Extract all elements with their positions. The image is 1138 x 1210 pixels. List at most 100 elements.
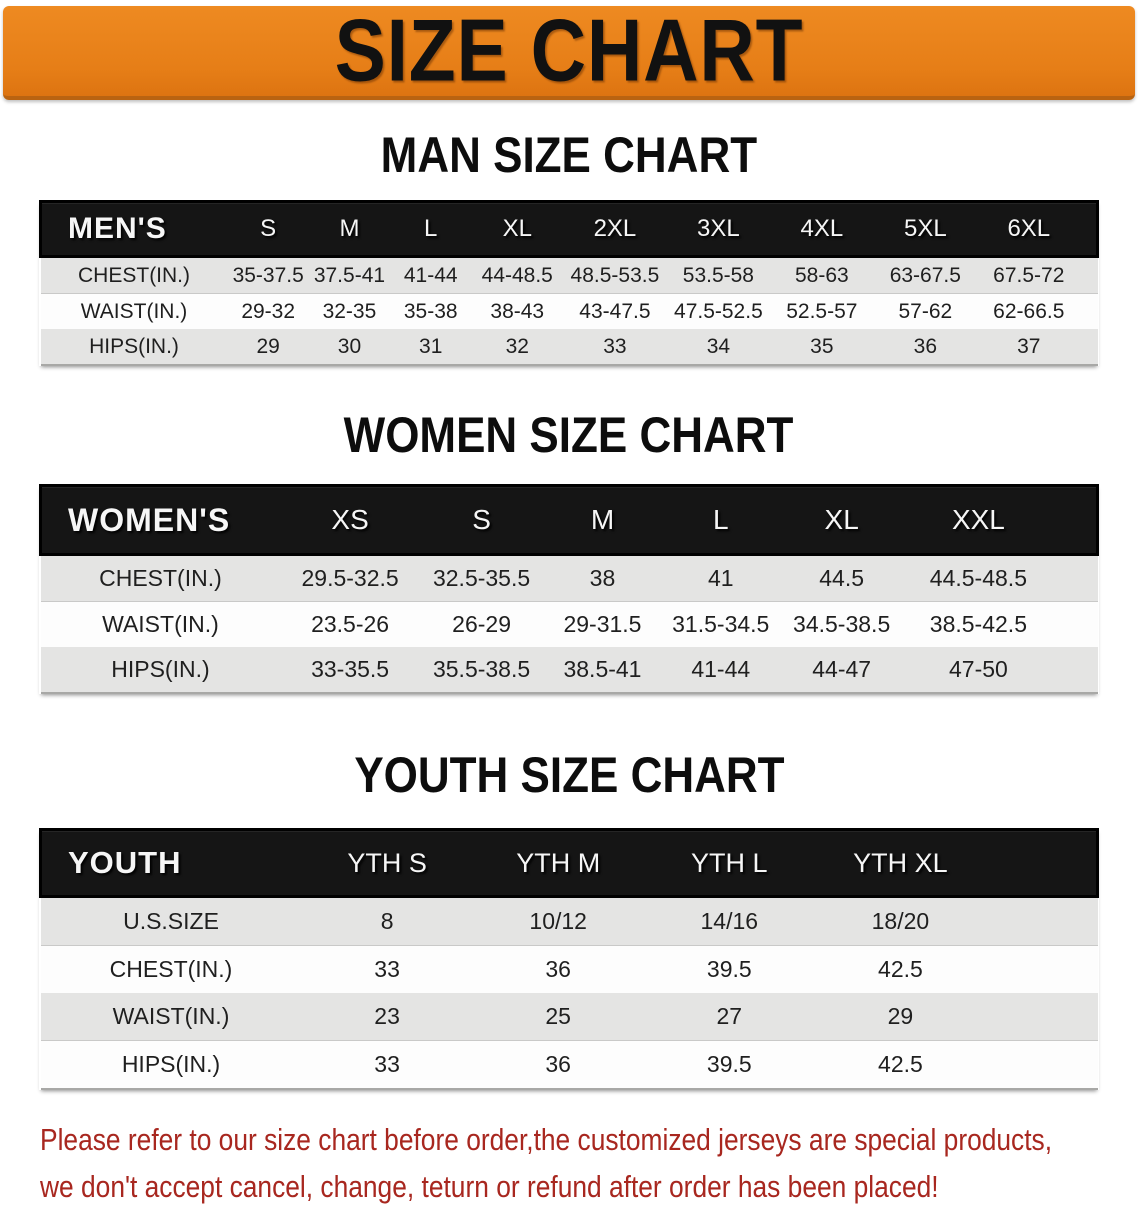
size-column-header: YTH M: [472, 828, 644, 898]
size-column-header: YTH XL: [814, 828, 986, 898]
table-row: CHEST(IN.) 29.5-32.5 32.5-35.5 38 41 44.5 44.5…: [40, 554, 1098, 602]
size-value-cell: 52.5-57: [770, 293, 874, 329]
size-value-cell: 41-44: [661, 647, 780, 694]
size-value-cell: 42.5: [814, 1040, 986, 1090]
size-value-cell: 44.5: [779, 554, 904, 602]
size-value-cell: 29: [227, 329, 309, 366]
row-label: WAIST(IN.): [40, 993, 302, 1041]
womens-size-table: WOMEN'S XS S M L XL XXL CHEST(IN.) 29.5-32.5 32.5…: [39, 484, 1100, 694]
size-value-cell: 34: [666, 329, 771, 366]
size-value-cell: 33: [301, 1040, 473, 1090]
filler-cell: [1080, 200, 1099, 258]
row-label: U.S.SIZE: [40, 896, 302, 946]
filler-cell: [1053, 554, 1098, 602]
table-row: HIPS(IN.) 33 36 39.5 42.5: [40, 1040, 1098, 1090]
size-value-cell: 42.5: [814, 945, 986, 993]
size-value-cell: 44-48.5: [471, 256, 564, 294]
filler-cell: [1080, 256, 1098, 294]
size-value-cell: 44.5-48.5: [903, 554, 1054, 602]
row-label: WAIST(IN.): [40, 293, 228, 329]
size-value-cell: 33: [563, 329, 667, 366]
size-value-cell: 38: [543, 554, 662, 602]
size-value-cell: 36: [873, 329, 978, 366]
women-size-chart-heading: WOMEN SIZE CHART: [344, 407, 794, 463]
size-chart-banner: SIZE CHART: [3, 6, 1135, 100]
filler-cell: [1080, 329, 1098, 366]
size-value-cell: 38.5-42.5: [903, 601, 1054, 647]
size-header-row: YOUTH YTH S YTH M YTH L YTH XL: [38, 828, 1099, 898]
size-value-cell: 47-50: [903, 647, 1054, 694]
size-column-header: S: [227, 200, 309, 258]
filler-cell: [1053, 484, 1100, 556]
banner-title: SIZE CHART: [334, 1, 804, 100]
table-row: HIPS(IN.) 29 30 31 32 33 34 35 36 37: [40, 329, 1098, 366]
size-value-cell: 58-63: [770, 256, 874, 294]
size-value-cell: 36: [472, 945, 644, 993]
womens-size-table-wrap: WOMEN'S XS S M L XL XXL CHEST(IN.) 29.5-32.5 32.5…: [0, 484, 1138, 694]
order-notice: Please refer to our size chart before or…: [40, 1116, 1138, 1210]
size-column-header: 4XL: [770, 200, 874, 258]
size-value-cell: 26-29: [419, 601, 544, 647]
order-notice-line1: Please refer to our size chart before or…: [40, 1122, 1053, 1157]
size-value-cell: 10/12: [472, 896, 644, 946]
filler-cell: [1053, 647, 1098, 694]
size-value-cell: 38.5-41: [543, 647, 662, 694]
size-value-cell: 32.5-35.5: [419, 554, 544, 602]
size-value-cell: 38-43: [471, 293, 564, 329]
size-value-cell: 48.5-53.5: [563, 256, 667, 294]
size-value-cell: 25: [472, 993, 644, 1041]
size-column-header: XS: [280, 484, 420, 556]
size-value-cell: 53.5-58: [666, 256, 771, 294]
size-value-cell: 32-35: [308, 293, 391, 329]
size-column-header: 3XL: [666, 200, 771, 258]
size-value-cell: 31.5-34.5: [661, 601, 780, 647]
filler-cell: [985, 945, 1098, 993]
size-value-cell: 57-62: [873, 293, 978, 329]
size-value-cell: 14/16: [643, 896, 815, 946]
size-value-cell: 35.5-38.5: [419, 647, 544, 694]
size-column-header: 2XL: [563, 200, 667, 258]
size-value-cell: 62-66.5: [977, 293, 1081, 329]
filler-cell: [985, 1040, 1098, 1090]
size-value-cell: 23.5-26: [280, 601, 420, 647]
row-label: HIPS(IN.): [40, 1040, 302, 1090]
table-row: HIPS(IN.) 33-35.5 35.5-38.5 38.5-41 41-44 44-…: [40, 647, 1098, 694]
size-value-cell: 43-47.5: [563, 293, 667, 329]
size-column-header: S: [419, 484, 544, 556]
size-header-row: WOMEN'S XS S M L XL XXL: [39, 484, 1100, 556]
size-value-cell: 29-31.5: [543, 601, 662, 647]
size-header-row: MEN'S S M L XL 2XL 3XL 4XL 5XL 6XL: [38, 200, 1099, 258]
size-value-cell: 37: [977, 329, 1081, 366]
size-column-header: L: [390, 200, 472, 258]
mens-size-table-wrap: MEN'S S M L XL 2XL 3XL 4XL 5XL 6XL CHEST(IN.) 35-37…: [0, 200, 1138, 366]
size-value-cell: 63-67.5: [873, 256, 978, 294]
youth-size-chart-heading: YOUTH SIZE CHART: [353, 747, 785, 803]
size-column-header: XL: [471, 200, 564, 258]
table-row: WAIST(IN.) 29-32 32-35 35-38 38-43 43-47.5 47.…: [40, 293, 1098, 329]
size-column-header: YTH L: [643, 828, 815, 898]
mens-size-table: MEN'S S M L XL 2XL 3XL 4XL 5XL 6XL CHEST(IN.) 35-37…: [38, 200, 1099, 366]
youth-size-table-wrap: YOUTH YTH S YTH M YTH L YTH XL U.S.SIZE 8 10/12…: [0, 828, 1138, 1090]
size-value-cell: 33: [301, 945, 473, 993]
size-value-cell: 30: [308, 329, 391, 366]
size-value-cell: 39.5: [643, 945, 815, 993]
table-row: WAIST(IN.) 23 25 27 29: [40, 993, 1098, 1041]
size-value-cell: 23: [301, 993, 473, 1041]
filler-cell: [1080, 293, 1098, 329]
row-label: WAIST(IN.): [40, 601, 281, 647]
youth-size-table: YOUTH YTH S YTH M YTH L YTH XL U.S.SIZE 8 10/12…: [38, 828, 1099, 1090]
table-row: U.S.SIZE 8 10/12 14/16 18/20: [40, 896, 1098, 946]
row-label: HIPS(IN.): [40, 329, 228, 366]
size-value-cell: 35-37.5: [227, 256, 309, 294]
size-value-cell: 47.5-52.5: [666, 293, 771, 329]
table-row: CHEST(IN.) 35-37.5 37.5-41 41-44 44-48.5 48.5…: [40, 256, 1098, 294]
order-notice-line2: we don't accept cancel, change, teturn o…: [40, 1169, 939, 1204]
size-value-cell: 27: [643, 993, 815, 1041]
size-value-cell: 36: [472, 1040, 644, 1090]
size-value-cell: 35: [770, 329, 874, 366]
size-column-header: 6XL: [977, 200, 1081, 258]
size-value-cell: 29: [814, 993, 986, 1041]
size-column-header: L: [661, 484, 780, 556]
group-label: WOMEN'S: [39, 484, 281, 556]
size-value-cell: 67.5-72: [977, 256, 1081, 294]
